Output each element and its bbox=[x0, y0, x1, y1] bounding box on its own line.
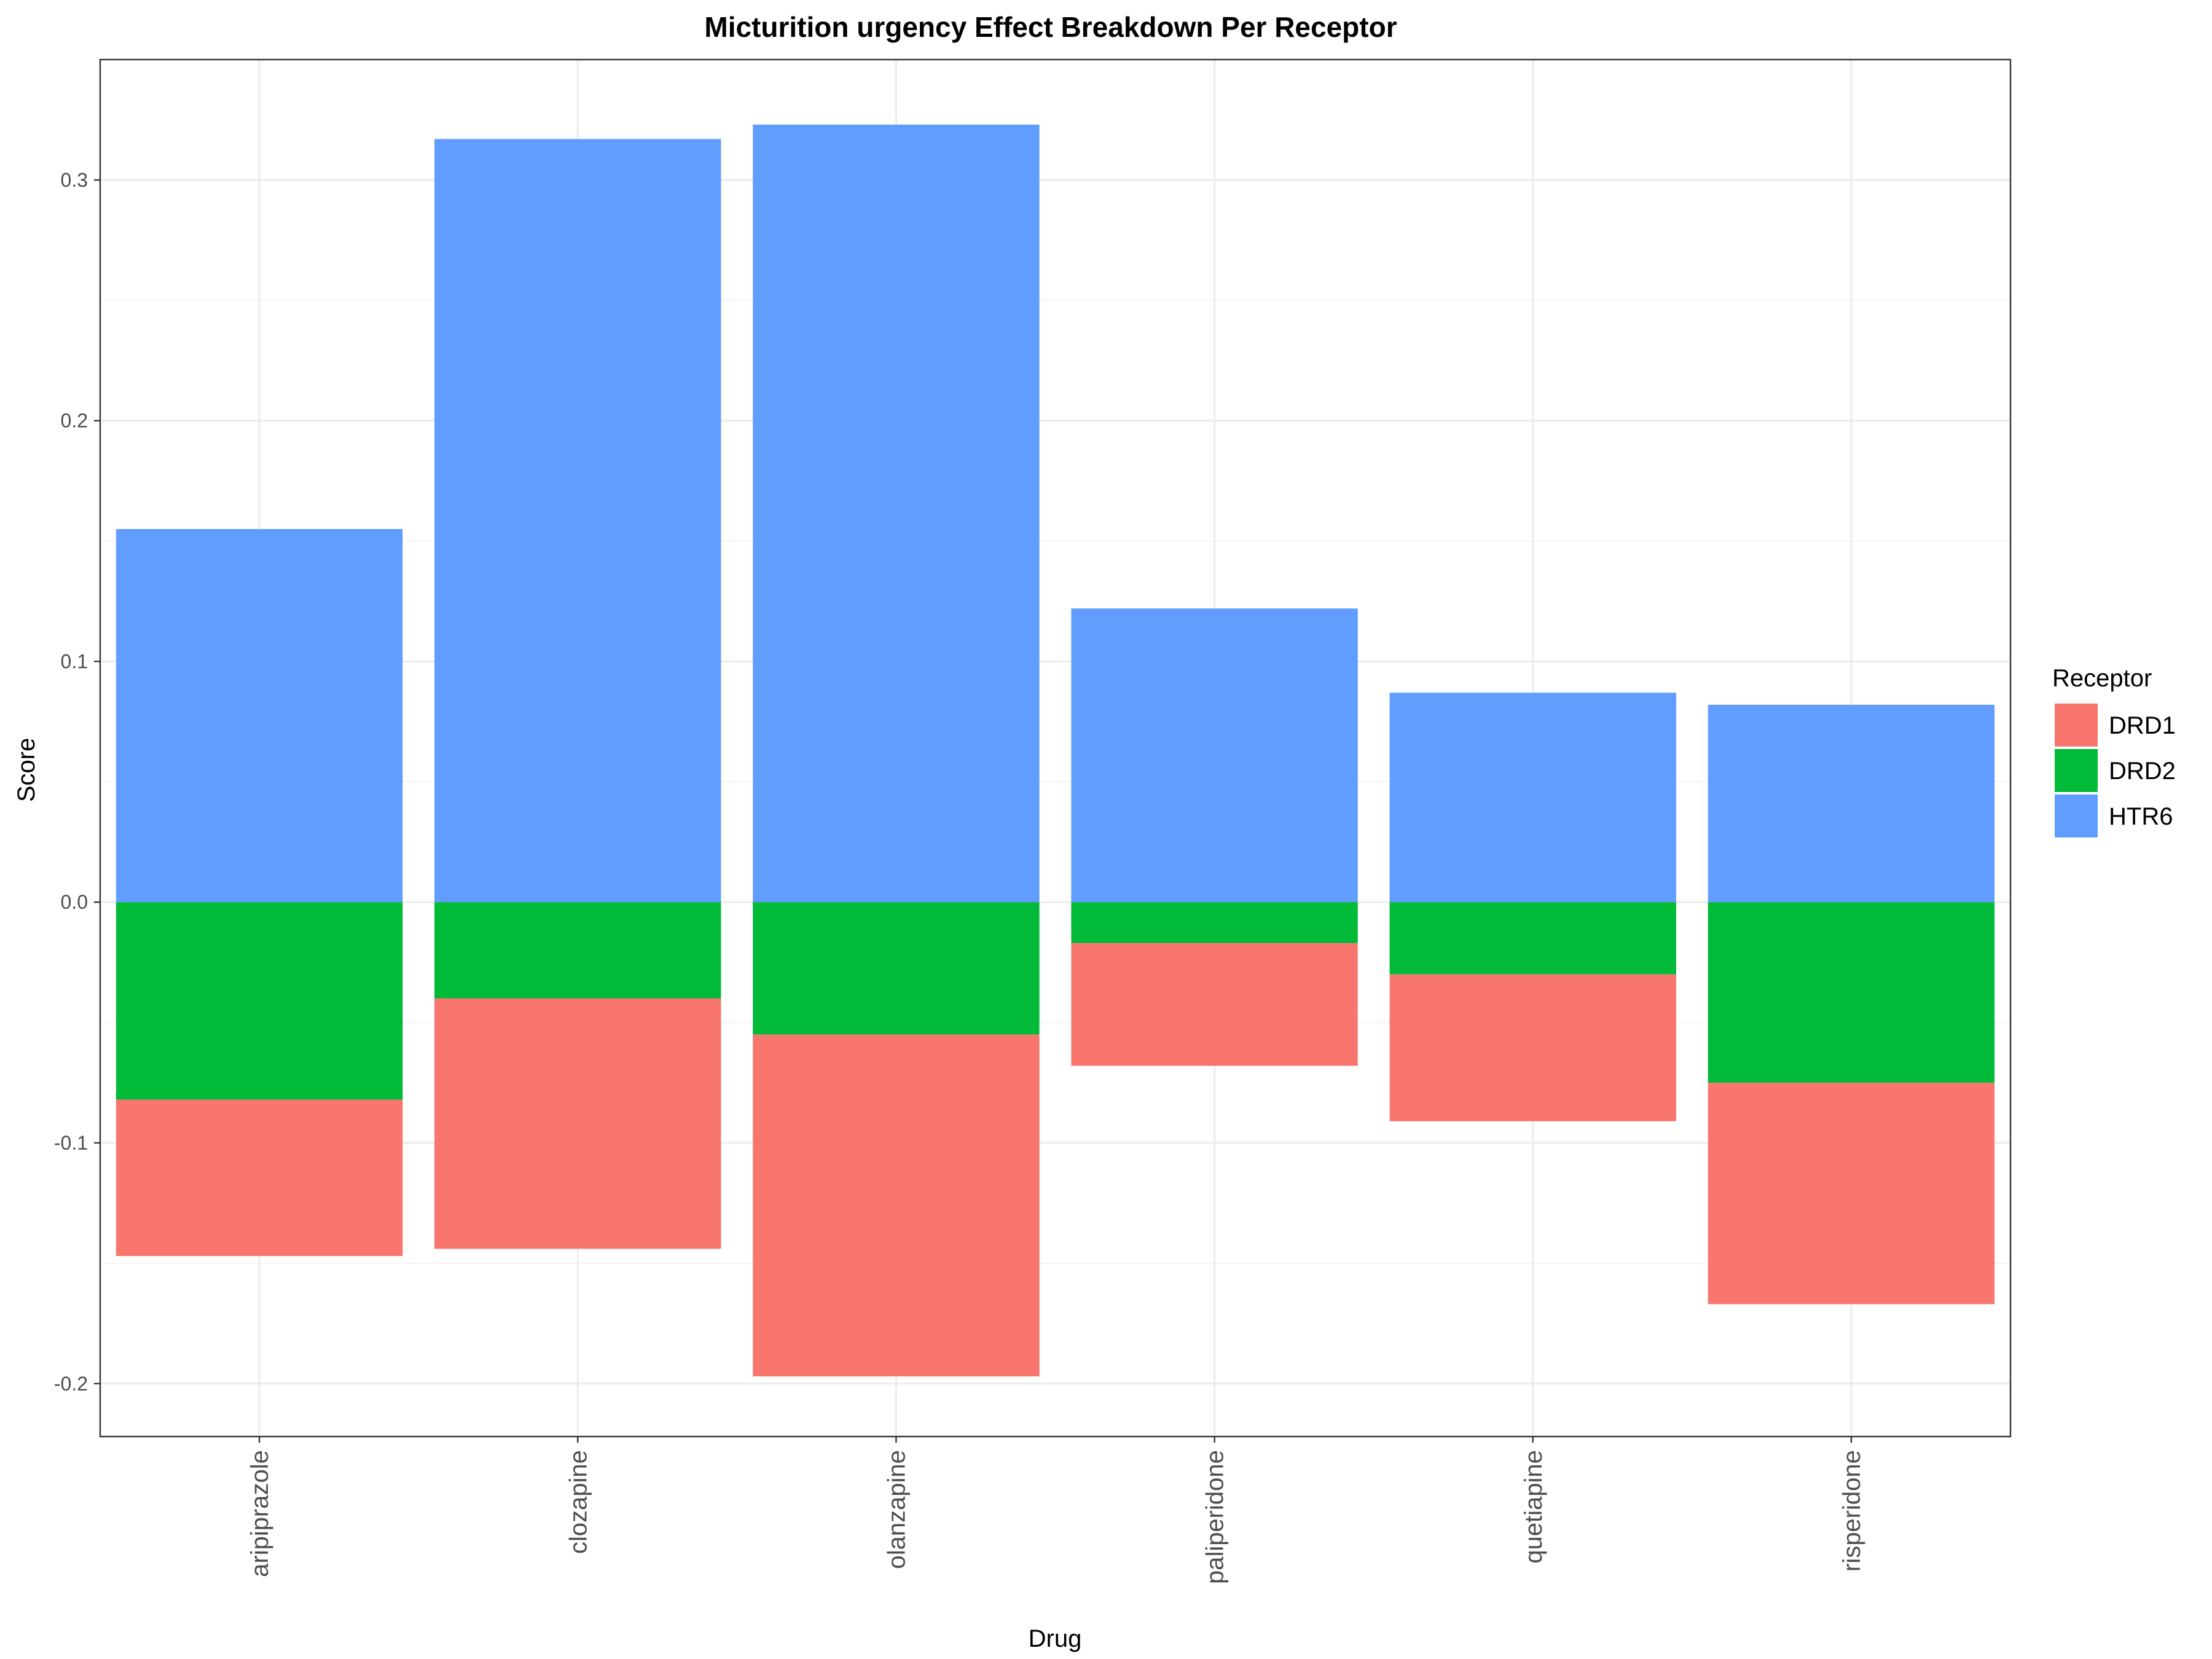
x-tick-label-clozapine: clozapine bbox=[565, 1450, 592, 1554]
bar-olanzapine-drd2 bbox=[753, 902, 1040, 1035]
bar-clozapine-drd2 bbox=[434, 902, 721, 998]
bar-paliperidone-htr6 bbox=[1071, 608, 1358, 903]
bars bbox=[116, 124, 1995, 1377]
bar-olanzapine-drd1 bbox=[753, 1034, 1040, 1377]
bar-quetiapine-drd2 bbox=[1389, 902, 1676, 975]
y-tick-label: 0.1 bbox=[61, 650, 88, 672]
x-axis-title: Drug bbox=[1029, 1625, 1082, 1652]
x-tick-label-quetiapine: quetiapine bbox=[1520, 1450, 1547, 1564]
plot-panel-border bbox=[99, 58, 2012, 1438]
bar-risperidone-drd2 bbox=[1708, 902, 1995, 1083]
x-tick-label-aripiprazole: aripiprazole bbox=[246, 1450, 273, 1577]
legend: Receptor DRD1 DRD2 HTR6 bbox=[2052, 665, 2176, 837]
bar-paliperidone-drd1 bbox=[1071, 943, 1358, 1066]
legend-key-drd2 bbox=[2055, 749, 2098, 792]
bar-risperidone-drd1 bbox=[1708, 1083, 1995, 1304]
legend-label-htr6: HTR6 bbox=[2109, 803, 2173, 830]
legend-label-drd2: DRD2 bbox=[2109, 758, 2176, 785]
legend-key-htr6 bbox=[2055, 794, 2098, 837]
y-axis-title: Score bbox=[13, 738, 40, 802]
bar-aripiprazole-drd1 bbox=[116, 1099, 403, 1257]
y-tick-label: 0.0 bbox=[61, 891, 88, 913]
legend-label-drd1: DRD1 bbox=[2109, 712, 2176, 739]
y-tick-label: 0.3 bbox=[61, 169, 88, 191]
bar-quetiapine-drd1 bbox=[1389, 974, 1676, 1121]
y-tick-label: -0.1 bbox=[54, 1132, 88, 1154]
chart-title: Micturition urgency Effect Breakdown Per… bbox=[704, 11, 1397, 43]
x-axis: aripiprazole clozapine olanzapine paliperid… bbox=[246, 1437, 1865, 1584]
bar-clozapine-htr6 bbox=[434, 139, 721, 903]
bar-risperidone-htr6 bbox=[1708, 704, 1995, 903]
legend-key-drd1 bbox=[2055, 704, 2098, 747]
x-tick-label-risperidone: risperidone bbox=[1838, 1450, 1865, 1572]
y-axis: -0.2 -0.1 0.0 0.1 0.2 0.3 bbox=[54, 169, 100, 1395]
bar-paliperidone-drd2 bbox=[1071, 902, 1358, 943]
y-tick-label: 0.2 bbox=[61, 410, 88, 432]
bar-olanzapine-htr6 bbox=[753, 124, 1040, 903]
y-tick-label: -0.2 bbox=[54, 1373, 88, 1395]
bar-aripiprazole-drd2 bbox=[116, 902, 403, 1100]
bar-quetiapine-htr6 bbox=[1389, 692, 1676, 903]
bar-aripiprazole-htr6 bbox=[116, 528, 403, 903]
x-tick-label-olanzapine: olanzapine bbox=[883, 1450, 910, 1569]
legend-title: Receptor bbox=[2052, 665, 2152, 692]
bar-clozapine-drd1 bbox=[434, 998, 721, 1249]
x-tick-label-paliperidone: paliperidone bbox=[1202, 1450, 1229, 1584]
